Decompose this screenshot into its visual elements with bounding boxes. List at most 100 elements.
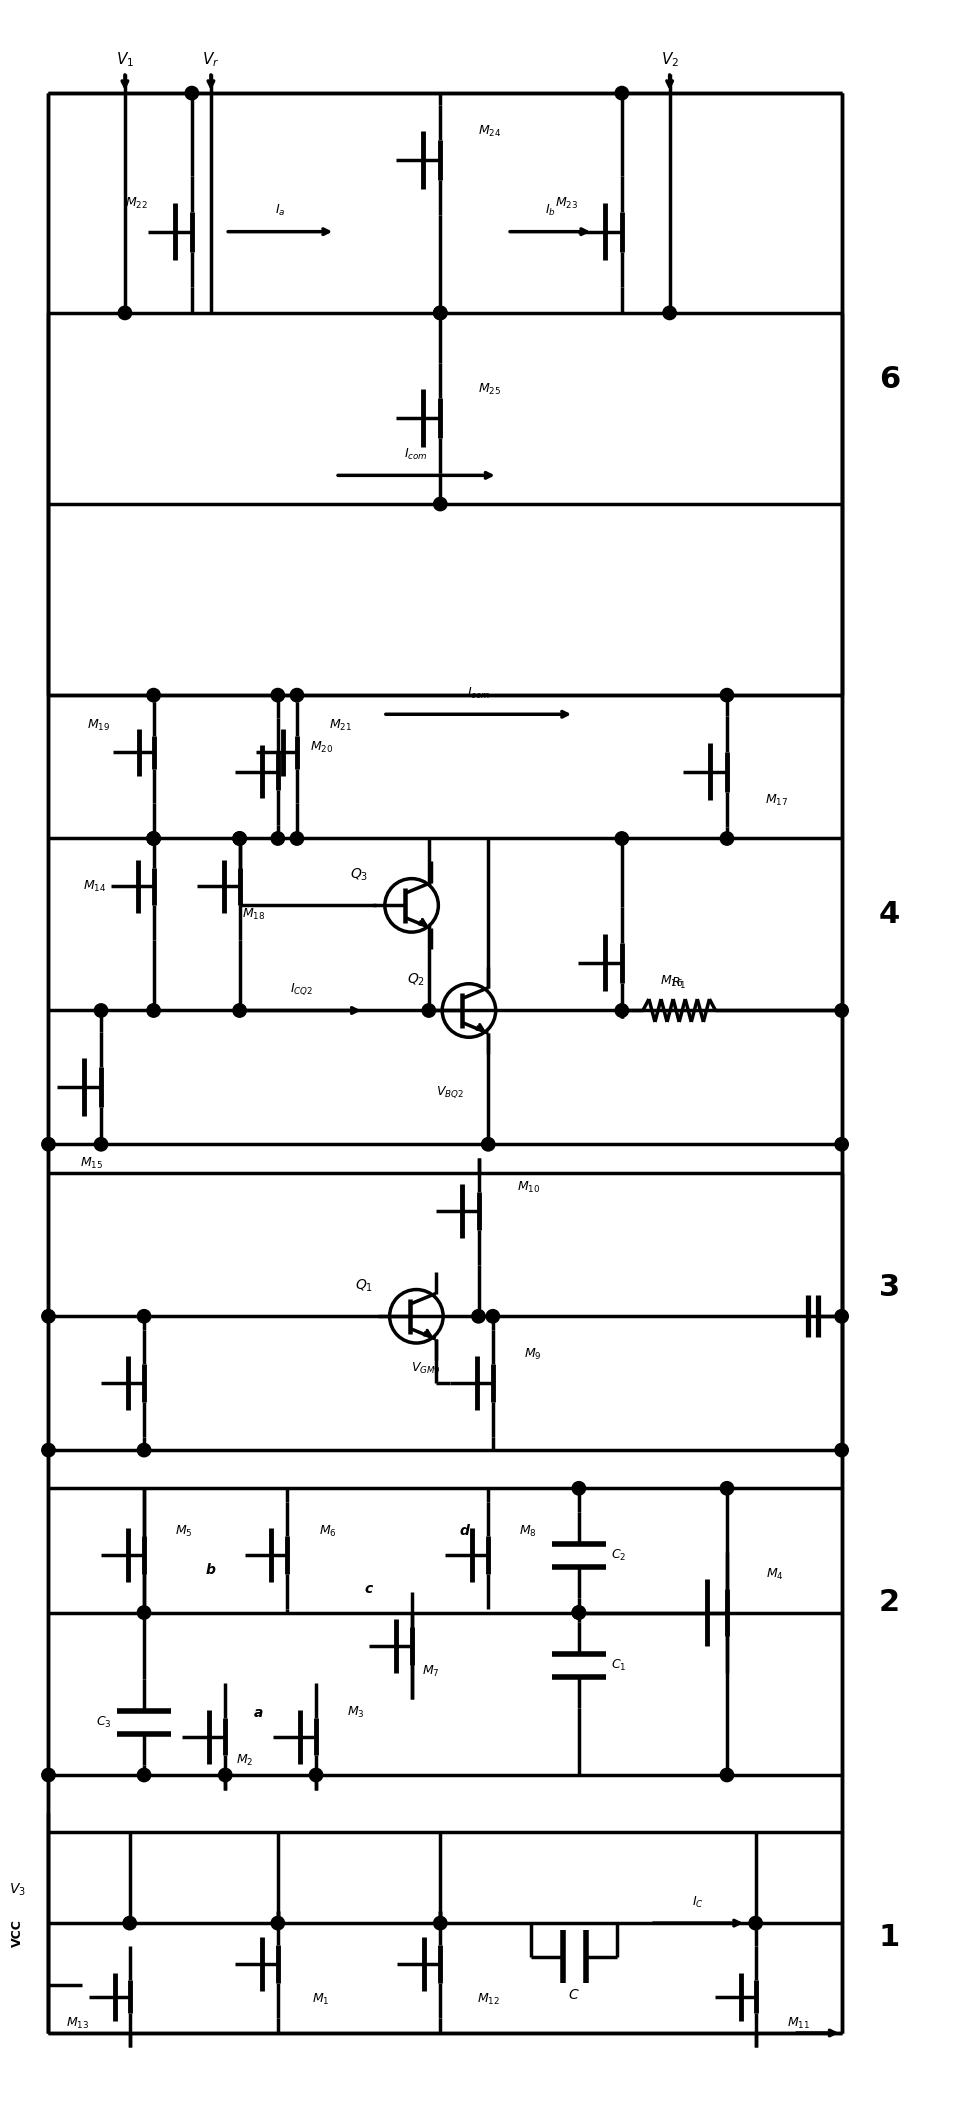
Text: VCC: VCC bbox=[11, 1919, 24, 1947]
Circle shape bbox=[138, 1311, 150, 1323]
Circle shape bbox=[835, 1311, 848, 1323]
Text: $M_{13}$: $M_{13}$ bbox=[65, 2016, 89, 2031]
Circle shape bbox=[42, 1768, 56, 1783]
Text: $I_{com}$: $I_{com}$ bbox=[405, 447, 429, 461]
Circle shape bbox=[835, 1138, 848, 1150]
Circle shape bbox=[422, 1003, 435, 1018]
Circle shape bbox=[233, 832, 246, 845]
Circle shape bbox=[233, 1003, 246, 1018]
Text: $V_2$: $V_2$ bbox=[660, 51, 679, 70]
Circle shape bbox=[271, 832, 284, 845]
Circle shape bbox=[615, 1003, 629, 1018]
Circle shape bbox=[95, 1003, 108, 1018]
Text: $C_3$: $C_3$ bbox=[96, 1715, 112, 1730]
Circle shape bbox=[835, 1443, 848, 1456]
Circle shape bbox=[572, 1606, 586, 1618]
Text: $M_{21}$: $M_{21}$ bbox=[329, 718, 352, 733]
Text: $M_{22}$: $M_{22}$ bbox=[125, 196, 148, 211]
Circle shape bbox=[290, 832, 303, 845]
Text: $M_{19}$: $M_{19}$ bbox=[86, 718, 110, 733]
Circle shape bbox=[749, 1917, 763, 1930]
Circle shape bbox=[147, 832, 160, 845]
Text: $M_{20}$: $M_{20}$ bbox=[310, 740, 333, 754]
Circle shape bbox=[271, 689, 284, 702]
Text: $V_3$: $V_3$ bbox=[10, 1882, 27, 1898]
Circle shape bbox=[434, 306, 447, 320]
Text: 3: 3 bbox=[879, 1273, 900, 1302]
Text: $M_{25}$: $M_{25}$ bbox=[478, 381, 501, 396]
Circle shape bbox=[721, 689, 734, 702]
Circle shape bbox=[572, 1481, 586, 1496]
Text: $M_{12}$: $M_{12}$ bbox=[477, 1991, 500, 2008]
Circle shape bbox=[123, 1917, 137, 1930]
Circle shape bbox=[42, 1443, 56, 1456]
Circle shape bbox=[309, 1768, 323, 1783]
Text: $V_{BQ2}$: $V_{BQ2}$ bbox=[435, 1083, 464, 1100]
Text: $M_{24}$: $M_{24}$ bbox=[478, 124, 501, 139]
Text: 6: 6 bbox=[879, 365, 900, 394]
Text: $I_b$: $I_b$ bbox=[545, 202, 556, 219]
Circle shape bbox=[615, 86, 629, 99]
Text: $M_6$: $M_6$ bbox=[319, 1523, 337, 1538]
Text: $Q_2$: $Q_2$ bbox=[408, 971, 426, 988]
Text: $M_{23}$: $M_{23}$ bbox=[555, 196, 578, 211]
Text: 4: 4 bbox=[879, 900, 900, 929]
Circle shape bbox=[290, 689, 303, 702]
Text: $V_1$: $V_1$ bbox=[116, 51, 134, 70]
Circle shape bbox=[185, 86, 198, 99]
Text: c: c bbox=[365, 1582, 372, 1595]
Text: a: a bbox=[254, 1707, 263, 1719]
Text: b: b bbox=[206, 1563, 216, 1576]
Text: $M_5$: $M_5$ bbox=[175, 1523, 193, 1538]
Circle shape bbox=[233, 832, 246, 845]
Circle shape bbox=[472, 1311, 485, 1323]
Circle shape bbox=[481, 1138, 495, 1150]
Circle shape bbox=[835, 1003, 848, 1018]
Text: $C_2$: $C_2$ bbox=[612, 1549, 627, 1563]
Circle shape bbox=[95, 1138, 108, 1150]
Text: $M_1$: $M_1$ bbox=[312, 1991, 329, 2008]
Text: $M_7$: $M_7$ bbox=[422, 1665, 439, 1679]
Text: $M_4$: $M_4$ bbox=[766, 1568, 784, 1582]
Text: $M_3$: $M_3$ bbox=[347, 1705, 365, 1721]
Text: $M_9$: $M_9$ bbox=[524, 1346, 542, 1361]
Text: $M_{17}$: $M_{17}$ bbox=[765, 792, 789, 807]
Circle shape bbox=[663, 306, 677, 320]
Circle shape bbox=[721, 832, 734, 845]
Text: $M_8$: $M_8$ bbox=[520, 1523, 537, 1538]
Text: $M_2$: $M_2$ bbox=[235, 1753, 253, 1768]
Text: d: d bbox=[459, 1523, 469, 1538]
Circle shape bbox=[721, 1481, 734, 1496]
Text: 2: 2 bbox=[879, 1589, 900, 1618]
Text: $C$: $C$ bbox=[568, 1987, 580, 2002]
Circle shape bbox=[271, 1917, 284, 1930]
Text: $M_{15}$: $M_{15}$ bbox=[79, 1157, 103, 1171]
Circle shape bbox=[119, 306, 132, 320]
Text: $Q_1$: $Q_1$ bbox=[355, 1277, 373, 1294]
Circle shape bbox=[218, 1768, 232, 1783]
Text: $V_r$: $V_r$ bbox=[202, 51, 219, 70]
Text: $M_{16}$: $M_{16}$ bbox=[660, 973, 683, 990]
Circle shape bbox=[615, 832, 629, 845]
Circle shape bbox=[721, 1768, 734, 1783]
Circle shape bbox=[434, 306, 447, 320]
Circle shape bbox=[147, 689, 160, 702]
Text: $M_{14}$: $M_{14}$ bbox=[82, 879, 106, 893]
Text: $Q_3$: $Q_3$ bbox=[350, 866, 368, 883]
Text: $I_{com}$: $I_{com}$ bbox=[467, 685, 490, 702]
Circle shape bbox=[138, 1443, 150, 1456]
Text: $R_1$: $R_1$ bbox=[672, 976, 687, 990]
Circle shape bbox=[42, 1138, 56, 1150]
Circle shape bbox=[147, 832, 160, 845]
Text: 1: 1 bbox=[879, 1924, 900, 1951]
Circle shape bbox=[138, 1768, 150, 1783]
Text: $M_{18}$: $M_{18}$ bbox=[242, 908, 266, 923]
Circle shape bbox=[138, 1606, 150, 1618]
Circle shape bbox=[147, 1003, 160, 1018]
Text: $I_{CQ2}$: $I_{CQ2}$ bbox=[290, 982, 313, 997]
Text: $I_a$: $I_a$ bbox=[275, 202, 285, 219]
Text: $I_C$: $I_C$ bbox=[693, 1894, 704, 1909]
Circle shape bbox=[434, 1917, 447, 1930]
Circle shape bbox=[42, 1311, 56, 1323]
Text: $M_{11}$: $M_{11}$ bbox=[787, 2016, 811, 2031]
